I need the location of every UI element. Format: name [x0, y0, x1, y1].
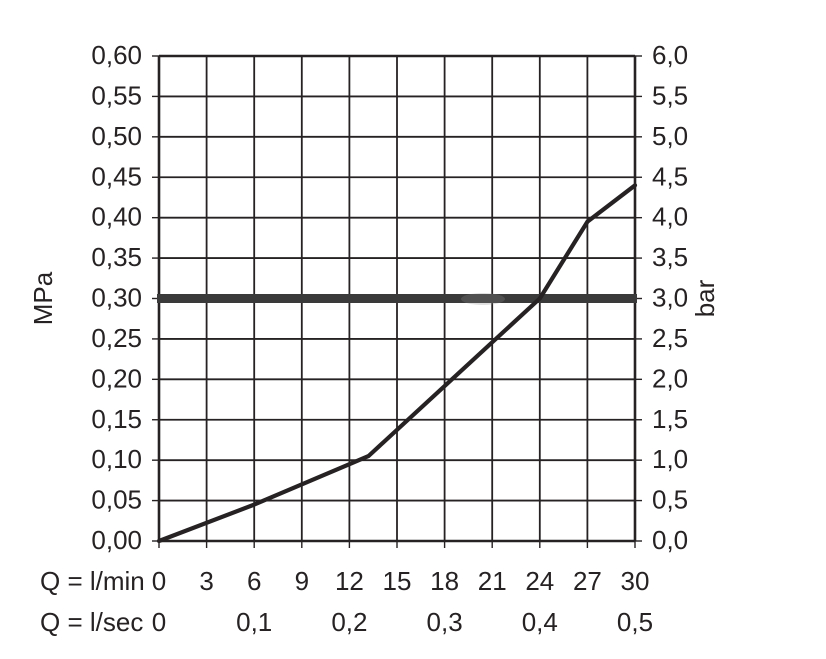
svg-text:0,05: 0,05 [91, 485, 142, 515]
svg-text:0,45: 0,45 [91, 161, 142, 191]
svg-text:0,10: 0,10 [91, 444, 142, 474]
svg-text:18: 18 [430, 566, 459, 596]
svg-text:27: 27 [573, 566, 602, 596]
svg-text:6: 6 [247, 566, 261, 596]
svg-text:0,15: 0,15 [91, 404, 142, 434]
svg-text:15: 15 [383, 566, 412, 596]
svg-text:0,4: 0,4 [522, 607, 558, 637]
svg-text:0,25: 0,25 [91, 323, 142, 353]
svg-text:0: 0 [152, 607, 166, 637]
svg-text:0,00: 0,00 [91, 525, 142, 555]
svg-text:30: 30 [621, 566, 650, 596]
svg-text:6,0: 6,0 [652, 40, 688, 70]
svg-text:21: 21 [478, 566, 507, 596]
svg-text:9: 9 [295, 566, 309, 596]
svg-text:3: 3 [199, 566, 213, 596]
svg-text:0,55: 0,55 [91, 80, 142, 110]
svg-text:1,0: 1,0 [652, 444, 688, 474]
svg-text:2,5: 2,5 [652, 323, 688, 353]
svg-text:bar: bar [690, 279, 720, 317]
svg-text:Q = l/min: Q = l/min [40, 566, 145, 596]
svg-text:Q = l/sec: Q = l/sec [40, 607, 143, 637]
svg-text:5,5: 5,5 [652, 80, 688, 110]
svg-text:4,5: 4,5 [652, 161, 688, 191]
svg-text:MPa: MPa [28, 271, 58, 325]
svg-text:0,3: 0,3 [427, 607, 463, 637]
svg-text:0,50: 0,50 [91, 121, 142, 151]
svg-text:3,0: 3,0 [652, 283, 688, 313]
svg-text:0,1: 0,1 [236, 607, 272, 637]
svg-text:0,35: 0,35 [91, 242, 142, 272]
svg-text:4,0: 4,0 [652, 202, 688, 232]
svg-text:0,40: 0,40 [91, 202, 142, 232]
svg-text:0,0: 0,0 [652, 525, 688, 555]
svg-text:3,5: 3,5 [652, 242, 688, 272]
svg-text:0,60: 0,60 [91, 40, 142, 70]
svg-text:24: 24 [525, 566, 554, 596]
svg-text:12: 12 [335, 566, 364, 596]
svg-text:0,20: 0,20 [91, 363, 142, 393]
svg-text:1,5: 1,5 [652, 404, 688, 434]
svg-text:0,5: 0,5 [652, 485, 688, 515]
svg-text:0: 0 [152, 566, 166, 596]
svg-text:5,0: 5,0 [652, 121, 688, 151]
svg-text:0,5: 0,5 [617, 607, 653, 637]
svg-text:2,0: 2,0 [652, 363, 688, 393]
svg-text:0,30: 0,30 [91, 283, 142, 313]
svg-text:0,2: 0,2 [331, 607, 367, 637]
